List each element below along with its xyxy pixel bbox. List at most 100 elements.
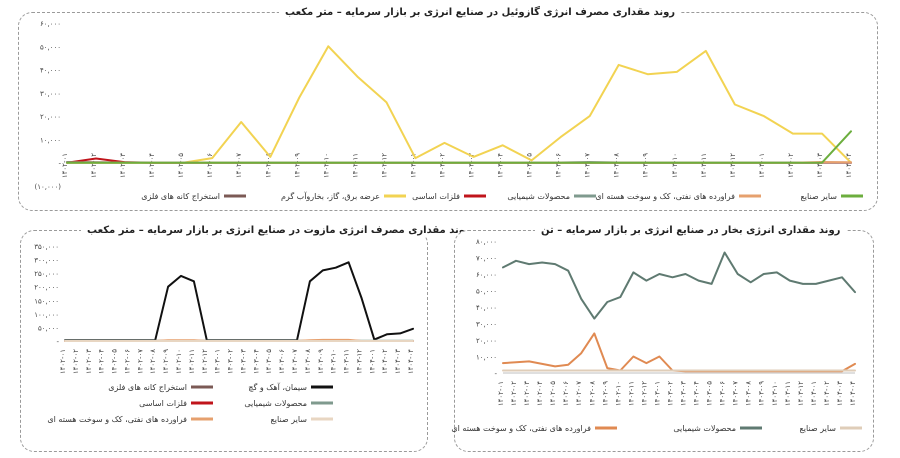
x-tick-label: ۱۴۰۲-۰۶ [206,153,214,178]
x-tick-label: ۱۴۰۳-۰۵ [526,153,534,178]
series-line [64,261,414,342]
y-tick-label: ۶۰,۰۰۰ [40,20,61,28]
x-tick-label: ۱۴۰۳-۰۸ [745,381,753,406]
series-line [502,332,856,373]
x-tick-label: ۱۴۰۳-۱۱ [343,349,351,374]
legend-label: فلزات اساسی [412,192,460,201]
x-tick-label: ۱۴۰۴-۰۲ [381,349,389,374]
x-tick-label: ۱۴۰۴-۰۱ [368,349,376,374]
gasoil-chart-panel: روند مقداری مصرف انرژی گازوئیل در صنایع … [18,7,878,211]
x-tick-label: ۱۴۰۳-۰۱ [409,153,417,178]
x-tick-label: ۱۴۰۲-۰۲ [90,153,98,178]
y-tick-label: ۱۰۰,۰۰۰ [34,311,59,319]
y-tick-label: ۳۰۰,۰۰۰ [34,257,59,265]
x-tick-label: ۱۴۰۲-۰۴ [98,349,106,374]
y-tick-label: ۳۰,۰۰۰ [40,90,61,98]
x-tick-label: ۱۴۰۳-۰۵ [265,349,273,374]
x-tick-label: ۱۴۰۳-۰۱ [653,381,661,406]
x-tick-label: ۱۴۰۴-۰۴ [845,153,853,178]
x-tick-label: ۱۴۰۲-۱۲ [640,381,648,406]
x-tick-label: ۱۴۰۳-۰۳ [239,349,247,374]
x-tick-label: ۱۴۰۲-۰۱ [61,153,69,178]
chart-title: روند مقداری انرژی بخار در صنایع انرژی بر… [535,225,847,236]
x-tick-label: ۱۴۰۲-۰۸ [149,349,157,374]
y-tick-label: ۲۰۰,۰۰۰ [34,284,59,292]
x-tick-label: ۱۴۰۲-۱۲ [201,349,209,374]
y-tick-label: ۲۰,۰۰۰ [476,337,497,345]
x-tick-label: ۱۴۰۴-۰۱ [758,153,766,178]
legend-label: محصولات شیمیایی [507,192,570,201]
x-tick-label: ۱۴۰۳-۰۴ [693,381,701,406]
x-tick-label: ۱۴۰۲-۰۵ [111,349,119,374]
x-tick-label: ۱۴۰۳-۰۷ [732,381,740,406]
x-tick-label: ۱۴۰۳-۰۷ [584,153,592,178]
x-tick-label: ۱۴۰۳-۱۲ [355,349,363,374]
x-tick-label: ۱۴۰۲-۰۳ [119,153,127,178]
x-tick-label: ۱۴۰۳-۰۳ [680,381,688,406]
x-tick-label: ۱۴۰۲-۰۱ [59,349,67,374]
x-tick-label: ۱۴۰۴-۰۴ [407,349,415,374]
y-tick-label: - [494,370,497,378]
legend-label: استخراج کانه های فلزی [108,383,187,392]
x-tick-label: ۱۴۰۳-۰۹ [317,349,325,374]
x-tick-label: ۱۴۰۲-۱۱ [188,349,196,374]
x-tick-label: ۱۴۰۳-۰۹ [642,153,650,178]
y-tick-label: ۵۰,۰۰۰ [40,43,61,51]
x-tick-label: ۱۴۰۴-۰۱ [810,381,818,406]
x-tick-label: ۱۴۰۲-۰۲ [510,381,518,406]
x-tick-label: ۱۴۰۲-۰۴ [536,381,544,406]
steam-chart: - ۱۰,۰۰۰ ۲۰,۰۰۰ ۳۰,۰۰۰ ۴۰,۰۰۰ ۵۰,۰۰۰ ۶۰,۰۰۰ ۷۰,… [451,238,862,433]
series-line [66,130,852,164]
chart-title: روند مقداری مصرف انرژی مازوت در صنایع ان… [81,225,477,236]
x-tick-label: ۱۴۰۲-۱۰ [175,349,183,374]
y-tick-label: ۶۰,۰۰۰ [476,271,497,279]
x-tick-label: ۱۴۰۳-۱۱ [784,381,792,406]
x-tick-label: ۱۴۰۴-۰۲ [787,153,795,178]
y-tick-label: ۱۵۰,۰۰۰ [34,297,59,305]
x-tick-label: ۱۴۰۳-۰۱ [214,349,222,374]
legend-label: فلزات اساسی [139,399,187,408]
x-tick-label: ۱۴۰۳-۰۸ [613,153,621,178]
x-tick-label: ۱۴۰۲-۰۶ [123,349,131,374]
x-tick-label: ۱۴۰۲-۱۲ [380,153,388,178]
x-tick-label: ۱۴۰۳-۰۴ [497,153,505,178]
x-tick-label: ۱۴۰۲-۰۵ [177,153,185,178]
series-line [502,251,856,320]
y-tick-label: ۷۰,۰۰۰ [476,255,497,263]
x-tick-label: ۱۴۰۴-۰۳ [836,381,844,406]
legend-label: محصولات شیمیایی [673,424,736,433]
x-tick-label: ۱۴۰۳-۱۰ [671,153,679,178]
x-tick-label: ۱۴۰۲-۱۰ [614,381,622,406]
gasoil-chart: (۱۰,۰۰۰) - ۱۰,۰۰۰ ۲۰,۰۰۰ ۳۰,۰۰۰ ۴۰,۰۰۰ ۵۰,۰۰۰ ۶… [35,20,863,201]
x-tick-label: ۱۴۰۳-۰۲ [438,153,446,178]
x-tick-label: ۱۴۰۲-۱۱ [627,381,635,406]
legend-label: محصولات شیمیایی [244,399,307,408]
x-tick-label: ۱۴۰۳-۱۱ [700,153,708,178]
x-tick-label: ۱۴۰۲-۰۸ [588,381,596,406]
y-tick-label: ۴۰,۰۰۰ [476,304,497,312]
legend-label: سایر صنایع [271,415,308,424]
x-tick-label: ۱۴۰۲-۰۶ [562,381,570,406]
x-tick-label: ۱۴۰۲-۱۱ [351,153,359,178]
legend-label: فراورده های نفتی، کک و سوخت هسته ای [47,415,187,424]
x-tick-label: ۱۴۰۳-۰۶ [555,153,563,178]
x-tick-label: ۱۴۰۴-۰۲ [823,381,831,406]
x-tick-label: ۱۴۰۳-۰۷ [291,349,299,374]
y-tick-label: ۱۰,۰۰۰ [476,354,497,362]
x-tick-label: ۱۴۰۳-۰۳ [468,153,476,178]
chart-title: روند مقداری مصرف انرژی گازوئیل در صنایع … [279,7,682,18]
legend-label: عرضه برق، گاز، بخاروآب گرم [281,191,380,201]
x-tick-label: ۱۴۰۴-۰۴ [849,381,857,406]
x-tick-label: ۱۴۰۳-۰۶ [278,349,286,374]
x-tick-label: ۱۴۰۳-۰۵ [706,381,714,406]
y-tick-label: ۸۰,۰۰۰ [476,238,497,246]
x-tick-label: ۱۴۰۲-۰۳ [523,381,531,406]
x-tick-label: ۱۴۰۳-۱۲ [729,153,737,178]
legend-label: فراورده های نفتی، کک و سوخت هسته ای [595,192,735,201]
y-tick-label: - [56,338,59,346]
x-tick-label: ۱۴۰۳-۱۰ [330,349,338,374]
y-tick-label: ۳۰,۰۰۰ [476,321,497,329]
x-tick-label: ۱۴۰۲-۰۹ [601,381,609,406]
y-tick-label: - [58,160,61,168]
y-tick-label: ۴۰,۰۰۰ [40,67,61,75]
